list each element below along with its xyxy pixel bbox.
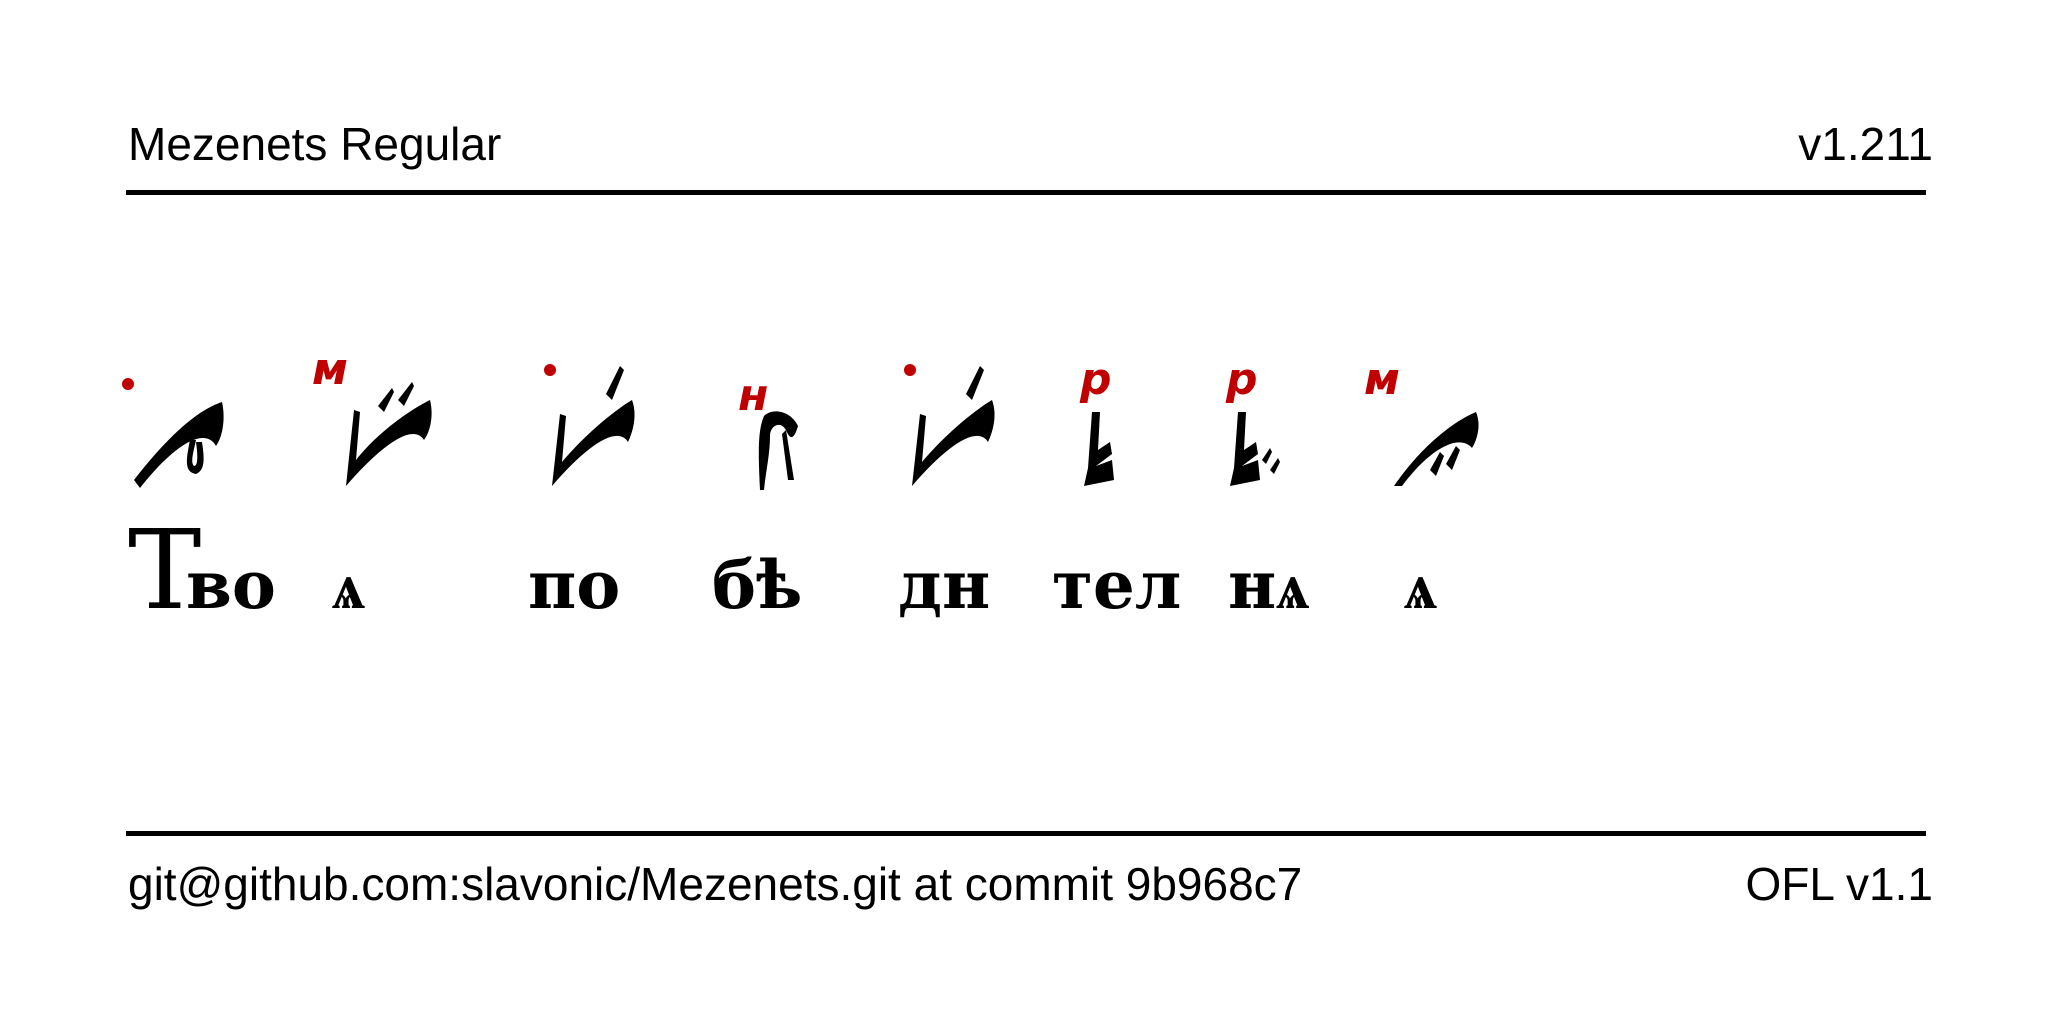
syllable-1: во xyxy=(186,546,276,624)
syllable-4: бѣ xyxy=(712,546,802,624)
neume-2: м xyxy=(312,344,432,486)
neume-8-tick-b xyxy=(1446,446,1460,470)
neume-7-tick-b xyxy=(1270,458,1280,474)
neume-5-stroke xyxy=(912,400,995,486)
neume-7-mark: р xyxy=(1225,354,1258,405)
neume-1-stroke xyxy=(134,402,224,488)
license: OFL v1.1 xyxy=(1745,858,1933,910)
neume-7-tick-a xyxy=(1262,448,1272,464)
syllable-2: ѧ xyxy=(332,546,365,624)
neume-2-tick-a xyxy=(378,388,394,412)
neume-6: р xyxy=(1079,354,1114,486)
neume-6-stroke xyxy=(1084,412,1114,486)
syllable-8: ѧ xyxy=(1404,546,1437,624)
neume-3-tick xyxy=(606,366,624,400)
neume-1 xyxy=(122,378,224,488)
neume-3-stroke xyxy=(552,400,635,486)
syllable-1-initial: Т xyxy=(128,506,201,634)
neume-8-stroke xyxy=(1394,412,1479,486)
syllable-6: тел xyxy=(1052,546,1181,624)
neume-4: н xyxy=(738,370,798,490)
neume-8: м xyxy=(1364,354,1479,486)
neume-7-stroke xyxy=(1230,412,1260,486)
source-repository: git@github.com:slavonic/Mezenets.git at … xyxy=(128,858,1303,910)
neume-6-mark: р xyxy=(1079,354,1112,405)
neume-5-dot xyxy=(904,364,916,376)
font-version: v1.211 xyxy=(1798,118,1933,170)
neume-2-mark: м xyxy=(312,344,348,395)
neume-2-tick-b xyxy=(398,382,414,406)
syllable-3: по xyxy=(528,546,620,624)
neume-3-dot xyxy=(544,364,556,376)
neume-4-tail xyxy=(782,430,794,480)
syllable-5: дн xyxy=(898,546,990,624)
neume-4-stroke xyxy=(758,411,798,490)
neume-8-mark: м xyxy=(1364,354,1400,405)
font-name: Mezenets Regular xyxy=(128,118,502,170)
neume-5 xyxy=(904,364,995,486)
top-divider xyxy=(126,190,1926,195)
neume-3 xyxy=(544,364,635,486)
neume-7: р xyxy=(1225,354,1280,486)
bottom-divider xyxy=(126,831,1926,836)
syllable-7: нѧ xyxy=(1228,546,1309,624)
znamenny-specimen: м н р р м Т во ѧ по бѣ xyxy=(122,344,1479,634)
neume-5-tick xyxy=(966,366,984,400)
neume-2-stroke xyxy=(346,400,432,486)
neume-1-dot xyxy=(122,378,134,390)
neume-1-hook xyxy=(186,440,204,474)
neume-4-mark: н xyxy=(738,370,768,421)
neume-8-tick-a xyxy=(1430,452,1444,476)
